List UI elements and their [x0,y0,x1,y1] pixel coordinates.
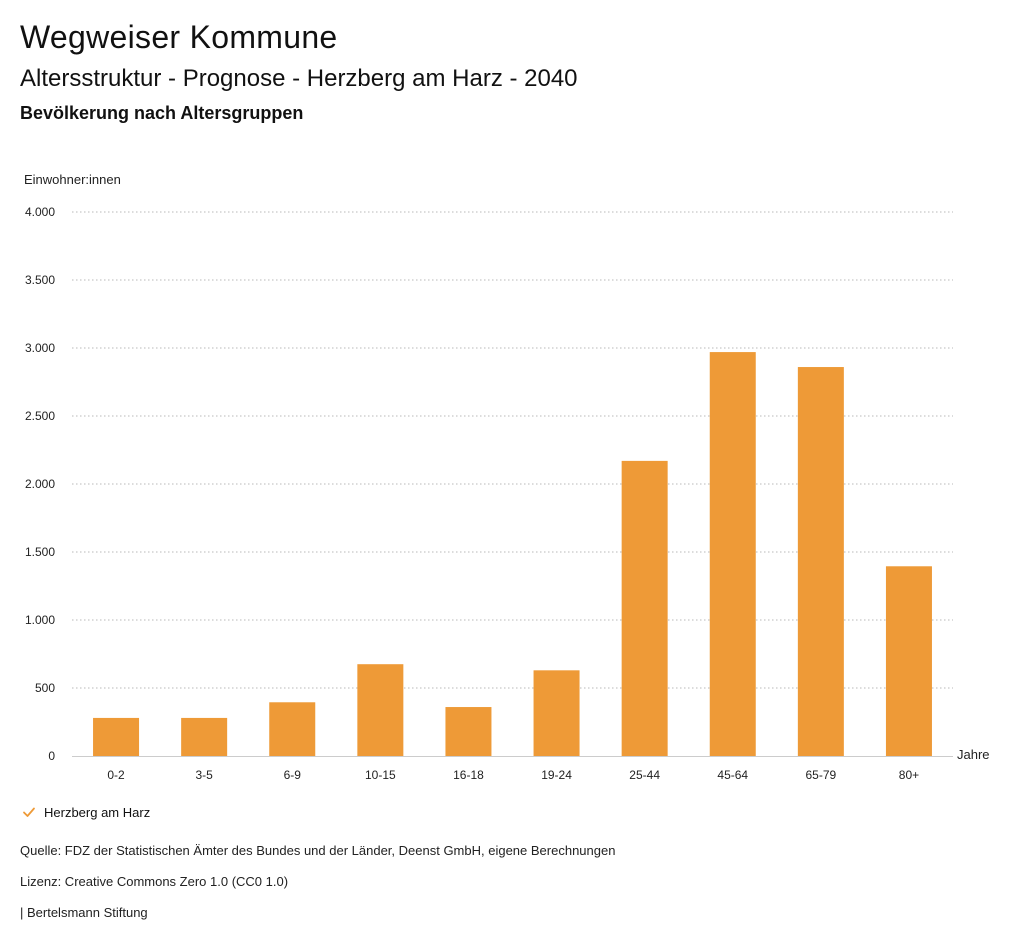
x-tick-label: 80+ [899,768,919,782]
x-tick-label: 3-5 [195,768,213,782]
y-tick-label: 0 [48,749,55,763]
x-tick-label: 65-79 [805,768,836,782]
bar [621,460,668,756]
bar [533,670,580,756]
bar [269,702,316,756]
x-axis-label: Jahre [957,747,990,762]
bar-chart: Einwohner:innen 0 500 1.000 1.500 2.000 2.500 3… [24,172,990,782]
y-tick-label: 1.000 [25,613,55,627]
bar [797,367,844,756]
bar [93,717,140,756]
x-tick-label: 6-9 [284,768,302,782]
check-icon[interactable] [20,803,38,821]
x-tick-label: 0-2 [107,768,125,782]
y-tick-label: 500 [35,681,55,695]
header: Wegweiser Kommune Altersstruktur - Progn… [20,18,578,124]
x-tick-label: 16-18 [453,768,484,782]
bar [357,664,404,756]
y-tick-label: 4.000 [25,205,55,219]
x-tick-label: 10-15 [365,768,396,782]
bar [709,352,756,756]
bar [885,566,932,756]
x-tick-label: 25-44 [629,768,660,782]
chart-title: Altersstruktur - Prognose - Herzberg am … [20,65,578,92]
y-tick-label: 2.500 [25,409,55,423]
site-title: Wegweiser Kommune [20,19,338,55]
license-note: Lizenz: Creative Commons Zero 1.0 (CC0 1… [20,874,289,889]
chart-subtitle: Bevölkerung nach Altersgruppen [20,103,304,123]
y-axis-label: Einwohner:innen [24,172,121,187]
x-tick-label: 19-24 [541,768,572,782]
y-tick-label: 1.500 [25,545,55,559]
y-tick-label: 2.000 [25,477,55,491]
x-tick-label: 45-64 [717,768,748,782]
legend[interactable]: Herzberg am Harz [20,803,150,821]
y-tick-label: 3.500 [25,273,55,287]
bar [181,717,228,756]
legend-label[interactable]: Herzberg am Harz [44,804,151,820]
source-note: Quelle: FDZ der Statistischen Ämter des … [20,843,616,858]
bar [445,707,492,756]
y-tick-label: 3.000 [25,341,55,355]
brand-note: | Bertelsmann Stiftung [20,905,148,920]
